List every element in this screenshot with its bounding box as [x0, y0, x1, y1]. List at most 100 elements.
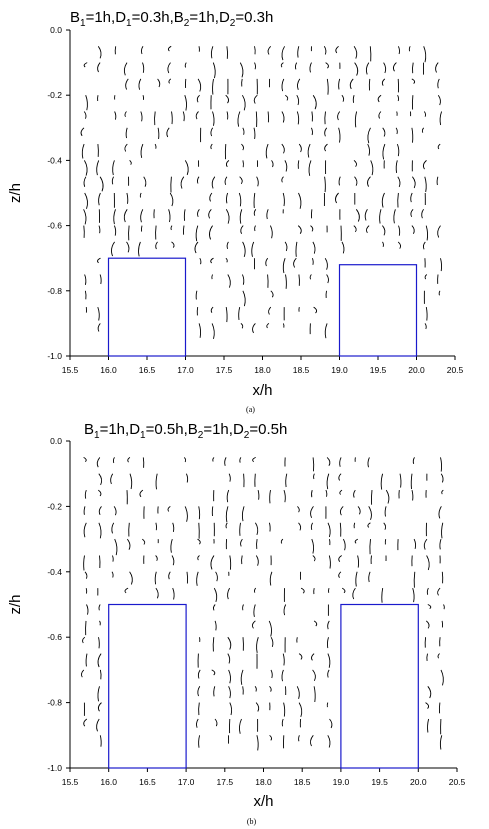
- flow-vector: [213, 686, 216, 697]
- flow-vector: [364, 209, 368, 221]
- flow-vector: [324, 111, 326, 125]
- flow-vector: [154, 571, 157, 585]
- flow-vector: [83, 176, 87, 187]
- flow-vector: [378, 111, 382, 119]
- flow-vector: [368, 571, 371, 583]
- flow-vector: [212, 78, 214, 95]
- flow-vector: [295, 62, 298, 70]
- flow-vector: [96, 160, 100, 176]
- x-tick-label: 20.5: [449, 777, 466, 787]
- flow-vector: [443, 604, 445, 610]
- flow-vector: [342, 538, 346, 551]
- flow-vector: [97, 702, 102, 712]
- flow-vector: [83, 718, 88, 727]
- flow-vector: [298, 653, 303, 660]
- flow-vector: [254, 225, 256, 232]
- flow-vector: [253, 604, 256, 617]
- flow-vector: [251, 241, 255, 257]
- flow-vector: [440, 473, 444, 483]
- flow-vector: [281, 78, 285, 92]
- flow-vector: [423, 538, 428, 550]
- flow-vector: [242, 604, 244, 611]
- flow-vector: [238, 718, 242, 734]
- flow-vector: [167, 62, 171, 74]
- flow-vector: [155, 241, 158, 250]
- flow-vector: [353, 225, 357, 233]
- flow-vector: [325, 489, 328, 497]
- flow-vector: [196, 571, 199, 586]
- y-tick-label: 0.0: [50, 436, 62, 446]
- flow-vector: [229, 702, 233, 716]
- flow-vector: [413, 538, 417, 550]
- flow-vector: [255, 555, 259, 566]
- flow-vector: [399, 473, 402, 488]
- flow-vector: [212, 637, 215, 652]
- flow-vector: [129, 473, 133, 490]
- flow-vector: [397, 94, 399, 102]
- flow-vector: [85, 653, 88, 667]
- flow-vector: [312, 241, 316, 254]
- flow-vector: [198, 702, 200, 716]
- flow-vector: [297, 225, 302, 235]
- flow-vector: [82, 636, 86, 644]
- flow-vector: [422, 241, 426, 250]
- flow-vector: [225, 257, 228, 263]
- flow-vector: [285, 94, 289, 101]
- flow-vector: [440, 457, 443, 472]
- vector-field: [81, 456, 445, 751]
- flow-vector: [270, 636, 274, 648]
- flow-vector: [385, 489, 390, 504]
- x-tick-label: 17.5: [216, 365, 233, 375]
- flow-vector: [253, 94, 258, 104]
- y-tick-label: -0.4: [47, 155, 62, 165]
- flow-vector: [309, 62, 312, 73]
- flow-vector: [382, 241, 384, 248]
- flow-vector: [98, 604, 101, 611]
- flow-vector: [253, 192, 256, 209]
- flow-vector: [239, 522, 241, 536]
- flow-vector: [298, 735, 300, 742]
- flow-vector: [293, 257, 297, 268]
- flow-vector: [225, 209, 230, 224]
- flow-vector: [81, 143, 85, 159]
- flow-vector: [411, 489, 414, 501]
- flow-vector: [199, 257, 202, 265]
- flow-vector: [195, 290, 198, 300]
- flow-vector: [123, 62, 128, 76]
- flow-vector: [112, 160, 115, 176]
- flow-vector: [282, 653, 285, 666]
- flow-vector: [224, 176, 228, 185]
- flow-vector: [312, 457, 315, 472]
- flow-vector: [197, 669, 201, 679]
- flow-vector: [397, 192, 399, 208]
- flow-vector: [228, 686, 231, 699]
- flow-vector: [312, 94, 317, 110]
- y-tick-label: -0.8: [47, 286, 62, 296]
- flow-vector: [111, 241, 115, 257]
- flow-vector: [198, 323, 202, 338]
- flow-vector: [324, 143, 328, 152]
- flow-vector: [440, 258, 443, 272]
- flow-vector: [240, 538, 243, 547]
- flow-vector: [441, 522, 444, 539]
- flow-vector: [369, 46, 372, 62]
- flow-vector: [83, 555, 85, 571]
- flow-vector: [140, 111, 143, 122]
- flow-vector: [424, 323, 427, 330]
- flow-vector: [194, 241, 199, 254]
- flow-vector: [114, 111, 117, 120]
- flow-vector: [313, 686, 316, 703]
- flow-vector: [227, 653, 231, 664]
- flow-vector: [298, 522, 302, 531]
- flow-vector: [240, 323, 244, 329]
- flow-vector: [398, 225, 401, 236]
- x-tick-label: 18.5: [294, 777, 311, 787]
- flow-vector: [124, 111, 127, 118]
- flow-vector: [327, 620, 330, 630]
- flow-vector: [325, 62, 329, 69]
- flow-vector: [196, 176, 200, 184]
- flow-vector: [427, 718, 430, 733]
- flow-vector: [83, 456, 87, 463]
- y-tick-label: -0.6: [47, 221, 62, 231]
